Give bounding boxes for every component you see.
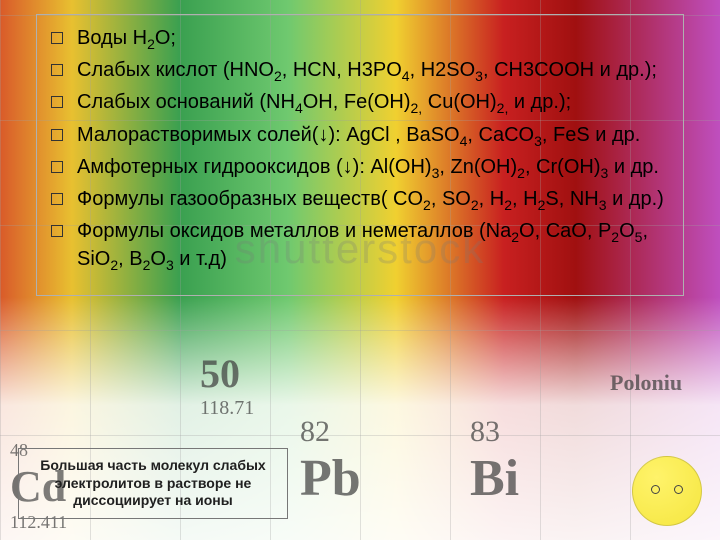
bullet-text: Формулы газообразных веществ( CO2, SO2, … bbox=[77, 186, 669, 214]
bg-element: Poloniu bbox=[610, 370, 682, 396]
list-item: Слабых кислот (HNO2, HCN, H3PO4, H2SO3, … bbox=[51, 57, 669, 85]
list-item: Воды H2O; bbox=[51, 25, 669, 53]
bullet-text: Слабых кислот (HNO2, HCN, H3PO4, H2SO3, … bbox=[77, 57, 669, 85]
bullet-text: Малорастворимых солей(↓): AgCl , BaSO4, … bbox=[77, 122, 669, 150]
list-item: Малорастворимых солей(↓): AgCl , BaSO4, … bbox=[51, 122, 669, 150]
bullet-marker-icon bbox=[51, 161, 63, 173]
bullet-list: Воды H2O; Слабых кислот (HNO2, HCN, H3PO4… bbox=[51, 25, 669, 275]
bullet-marker-icon bbox=[51, 225, 63, 237]
bullet-marker-icon bbox=[51, 129, 63, 141]
note-box: Большая часть молекул слабых электролито… bbox=[18, 448, 288, 519]
bullet-marker-icon bbox=[51, 64, 63, 76]
smiley-icon bbox=[632, 456, 702, 526]
bullet-text: Формулы оксидов металлов и неметаллов (N… bbox=[77, 218, 669, 274]
main-content-box: Воды H2O; Слабых кислот (HNO2, HCN, H3PO4… bbox=[36, 14, 684, 296]
list-item: Формулы газообразных веществ( CO2, SO2, … bbox=[51, 186, 669, 214]
bg-element: 50118.71 bbox=[200, 350, 254, 420]
bullet-marker-icon bbox=[51, 193, 63, 205]
bg-element: 82Pb bbox=[300, 415, 361, 508]
bg-element: 83Bi bbox=[470, 415, 519, 508]
list-item: Слабых оснований (NH4OH, Fe(OH)2, Cu(OH)… bbox=[51, 89, 669, 117]
list-item: Амфотерных гидрооксидов (↓): Al(OH)3, Zn… bbox=[51, 154, 669, 182]
bullet-marker-icon bbox=[51, 32, 63, 44]
bullet-text: Воды H2O; bbox=[77, 25, 669, 53]
bullet-marker-icon bbox=[51, 96, 63, 108]
list-item: Формулы оксидов металлов и неметаллов (N… bbox=[51, 218, 669, 274]
bullet-text: Слабых оснований (NH4OH, Fe(OH)2, Cu(OH)… bbox=[77, 89, 669, 117]
bullet-text: Амфотерных гидрооксидов (↓): Al(OH)3, Zn… bbox=[77, 154, 669, 182]
